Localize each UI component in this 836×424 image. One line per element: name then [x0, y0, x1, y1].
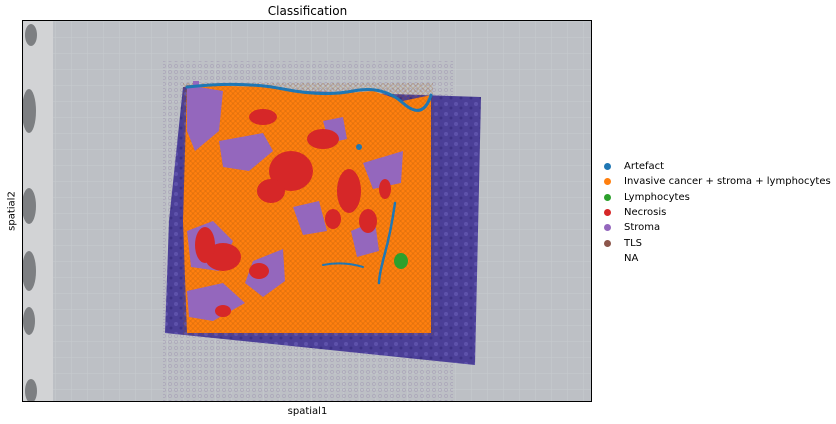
legend-label: Artefact [624, 161, 665, 173]
stroma-region [187, 85, 223, 151]
necrosis-region [337, 169, 361, 213]
necrosis-region [249, 263, 269, 279]
necrosis-region [249, 109, 277, 125]
x-axis-label: spatial1 [287, 406, 328, 417]
necrosis-region [307, 129, 339, 149]
legend-marker [604, 254, 611, 262]
legend-item: Lymphocytes [604, 190, 831, 205]
legend-marker [604, 209, 611, 217]
stroma-region [193, 81, 199, 85]
artefact-spot [356, 144, 362, 150]
legend-item: Necrosis [604, 205, 831, 220]
legend-label: Necrosis [624, 207, 667, 219]
plot-area [22, 20, 592, 402]
lymphocyte-cluster [394, 253, 408, 269]
legend-marker [604, 163, 611, 171]
legend-item: Artefact [604, 159, 831, 174]
legend-marker [604, 178, 611, 186]
legend-item: NA [604, 251, 831, 266]
artefact-seam [322, 262, 364, 268]
necrosis-region [379, 179, 391, 199]
legend-label: Invasive cancer + stroma + lymphocytes [624, 176, 831, 188]
legend-label: NA [624, 252, 639, 264]
necrosis-region [359, 209, 377, 233]
scatter-plot [23, 21, 591, 401]
chart-title: Classification [267, 4, 348, 18]
classified-spots [183, 81, 433, 335]
legend-item: Invasive cancer + stroma + lymphocytes [604, 174, 831, 189]
legend-marker [604, 224, 611, 232]
stroma-region [293, 201, 327, 235]
legend: Artefact Invasive cancer + stroma + lymph… [604, 159, 831, 266]
legend-item: TLS [604, 235, 831, 250]
y-axis-label: spatial2 [6, 191, 18, 231]
legend-label: Lymphocytes [624, 191, 690, 203]
necrosis-region [215, 305, 231, 317]
legend-item: Stroma [604, 220, 831, 235]
stroma-region [187, 283, 245, 321]
necrosis-region [257, 179, 285, 203]
legend-marker [604, 193, 611, 201]
necrosis-region [195, 227, 215, 263]
stroma-region [219, 133, 273, 171]
legend-marker [604, 239, 611, 247]
artefact-edge [185, 82, 433, 112]
artefact-seam [377, 201, 397, 285]
stroma-region [363, 151, 403, 189]
necrosis-region [325, 209, 341, 229]
legend-label: Stroma [624, 222, 661, 234]
legend-label: TLS [624, 237, 643, 249]
necrosis-region [269, 151, 313, 191]
slide-edge-marks [23, 24, 37, 401]
